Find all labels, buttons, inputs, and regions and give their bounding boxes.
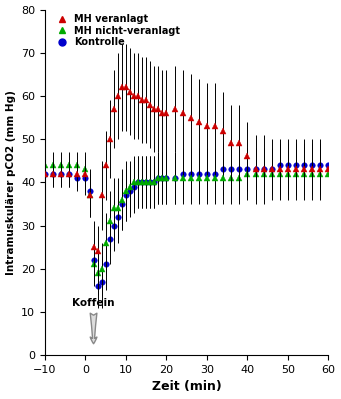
Text: Koffein: Koffein [72,298,115,344]
X-axis label: Zeit (min): Zeit (min) [152,380,222,393]
Legend: MH veranlagt, MH nicht-veranlagt, Kontrolle: MH veranlagt, MH nicht-veranlagt, Kontro… [53,14,180,47]
Y-axis label: Intramuskulärer pCO2 (mm Hg): Intramuskulärer pCO2 (mm Hg) [5,90,16,275]
